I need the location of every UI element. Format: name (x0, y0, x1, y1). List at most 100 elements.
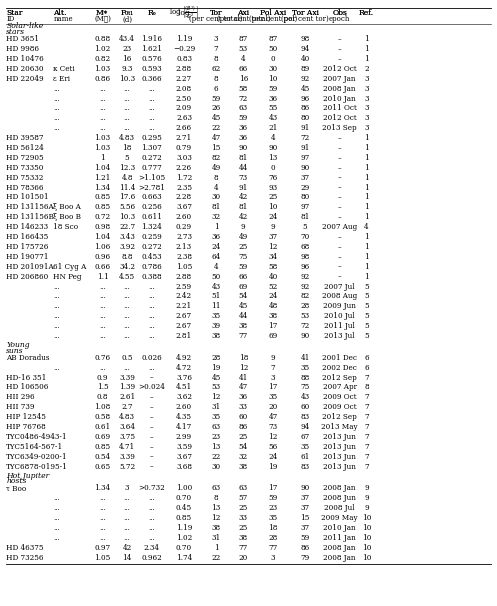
Text: 2013 Jul: 2013 Jul (325, 332, 355, 340)
Text: HII 739: HII 739 (6, 403, 35, 411)
Text: 7: 7 (364, 433, 369, 441)
Text: 2.67: 2.67 (176, 312, 192, 320)
Text: 8.8: 8.8 (121, 253, 133, 261)
Text: >0.732: >0.732 (139, 484, 166, 492)
Text: –: – (150, 373, 154, 382)
Text: 7: 7 (364, 393, 369, 401)
Text: 0.272: 0.272 (142, 154, 162, 162)
Text: ...: ... (53, 104, 60, 112)
Text: 19: 19 (211, 364, 221, 371)
Text: ...: ... (99, 95, 106, 102)
Text: 0.272: 0.272 (142, 243, 162, 251)
Text: 0.85: 0.85 (94, 204, 110, 211)
Text: 0.96: 0.96 (94, 253, 110, 261)
Text: 16: 16 (239, 75, 248, 82)
Text: 44: 44 (239, 164, 248, 171)
Text: 5: 5 (364, 322, 369, 330)
Text: 35: 35 (301, 443, 310, 451)
Text: 67: 67 (301, 433, 310, 441)
Text: 7: 7 (364, 403, 369, 411)
Text: 2.81: 2.81 (176, 332, 192, 340)
Text: 63: 63 (212, 484, 221, 492)
Text: 13: 13 (212, 443, 221, 451)
Text: 69: 69 (239, 282, 248, 290)
Text: –: – (338, 213, 341, 221)
Text: 2.42: 2.42 (176, 293, 192, 301)
Text: ...: ... (99, 302, 106, 310)
Text: ...: ... (124, 104, 131, 112)
Text: ...: ... (53, 524, 60, 532)
Text: 2012 Oct: 2012 Oct (323, 65, 356, 73)
Text: 10: 10 (362, 524, 371, 532)
Text: 1.02: 1.02 (176, 534, 192, 542)
Text: 32: 32 (239, 453, 248, 461)
Text: 0.58: 0.58 (94, 413, 110, 421)
Text: >1.105: >1.105 (138, 174, 166, 182)
Text: 1: 1 (364, 55, 369, 63)
Text: 50: 50 (268, 45, 278, 53)
Text: 31: 31 (212, 534, 221, 542)
Text: ...: ... (99, 504, 106, 512)
Text: 0.82: 0.82 (94, 55, 110, 63)
Text: 26: 26 (212, 104, 221, 112)
Text: 53: 53 (212, 384, 221, 391)
Text: 28: 28 (212, 354, 221, 362)
Text: 64: 64 (212, 253, 221, 261)
Text: –: – (150, 423, 154, 431)
Text: 2.27: 2.27 (176, 75, 192, 82)
Text: 0.786: 0.786 (142, 263, 162, 271)
Text: –: – (150, 443, 154, 451)
Text: 11.4: 11.4 (119, 184, 135, 191)
Text: –: – (338, 134, 341, 142)
Text: ...: ... (99, 293, 106, 301)
Text: 43: 43 (301, 393, 310, 401)
Text: 5.72: 5.72 (119, 462, 135, 471)
Text: 5.56: 5.56 (119, 204, 135, 211)
Text: 62: 62 (212, 65, 221, 73)
Text: ...: ... (53, 115, 60, 122)
Text: 10: 10 (362, 534, 371, 542)
Text: 2007 Aug: 2007 Aug (322, 223, 357, 231)
Text: ...: ... (53, 124, 60, 132)
Text: 28: 28 (301, 302, 310, 310)
Text: 1: 1 (364, 35, 369, 43)
Text: Ref.: Ref. (359, 10, 374, 18)
Text: 20: 20 (239, 554, 248, 562)
Text: 3.75: 3.75 (119, 433, 135, 441)
Text: 91: 91 (300, 124, 310, 132)
Text: 4: 4 (271, 134, 275, 142)
Text: 81: 81 (239, 154, 248, 162)
Text: HD 73350: HD 73350 (6, 164, 44, 171)
Text: 40: 40 (268, 273, 278, 281)
Text: 2013 Jun: 2013 Jun (323, 433, 356, 441)
Text: Pol Axi: Pol Axi (260, 10, 286, 18)
Text: Tor: Tor (210, 10, 222, 18)
Text: 3.39: 3.39 (119, 453, 135, 461)
Text: 57: 57 (239, 494, 248, 502)
Text: 1: 1 (364, 193, 369, 201)
Text: 5: 5 (364, 282, 369, 290)
Text: 1.307: 1.307 (142, 144, 162, 152)
Text: epoch: epoch (329, 15, 350, 24)
Text: 1.74: 1.74 (176, 554, 192, 562)
Text: HD 46375: HD 46375 (6, 544, 44, 551)
Text: ...: ... (149, 494, 155, 502)
Text: 2013 Jun: 2013 Jun (323, 453, 356, 461)
Text: –: – (338, 174, 341, 182)
Text: 9: 9 (364, 484, 369, 492)
Text: 20: 20 (268, 403, 278, 411)
Text: 25: 25 (239, 504, 248, 512)
Text: 43: 43 (212, 282, 221, 290)
Text: 3: 3 (364, 75, 369, 82)
Text: 2.63: 2.63 (176, 115, 192, 122)
Text: 2010 Jan: 2010 Jan (324, 524, 356, 532)
Text: –: – (150, 393, 154, 401)
Text: 5: 5 (303, 223, 308, 231)
Text: 93: 93 (268, 184, 277, 191)
Text: 2.35: 2.35 (176, 184, 192, 191)
Text: 1.19: 1.19 (176, 35, 192, 43)
Text: Obs: Obs (332, 10, 347, 18)
Text: 66: 66 (239, 65, 248, 73)
Text: 1.03: 1.03 (94, 65, 110, 73)
Text: 87: 87 (239, 35, 248, 43)
